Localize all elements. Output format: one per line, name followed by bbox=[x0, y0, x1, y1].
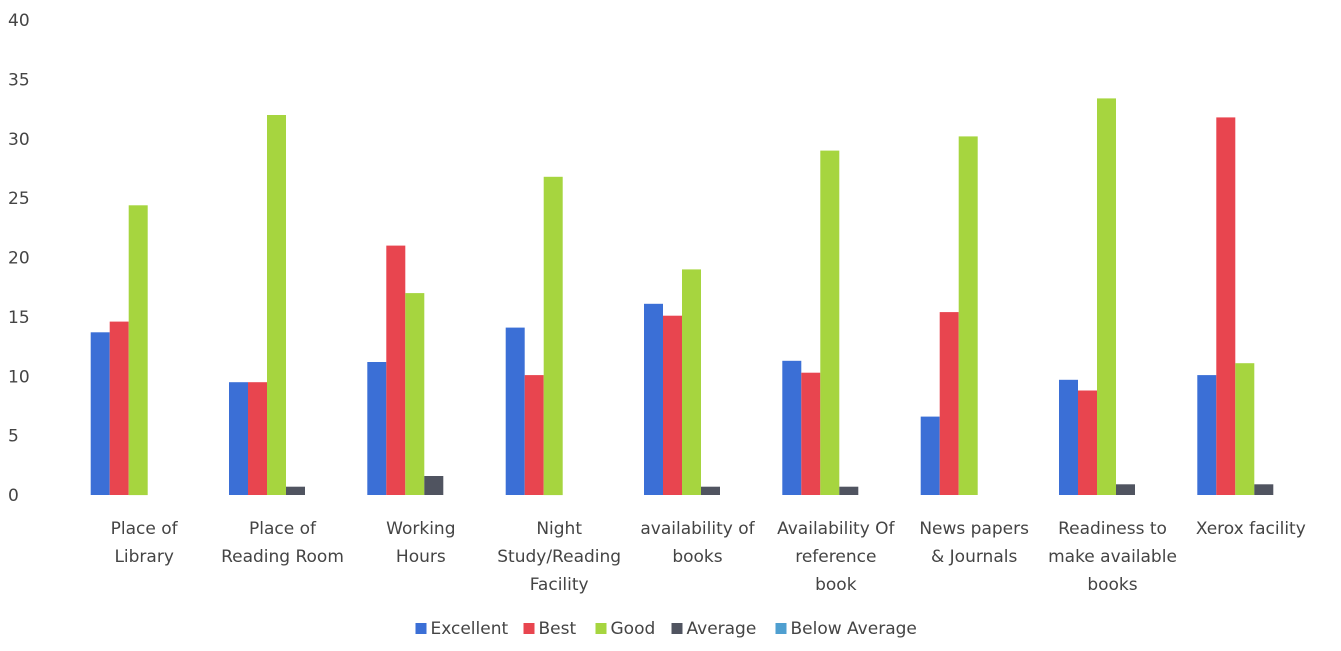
legend-item-below-average: Below Average bbox=[775, 619, 917, 639]
legend-item-best: Best bbox=[523, 619, 577, 639]
bar-good bbox=[1097, 98, 1116, 496]
bar-good bbox=[267, 115, 286, 495]
bar-average bbox=[839, 486, 859, 495]
bar-best bbox=[386, 245, 406, 495]
bar-good bbox=[682, 269, 701, 495]
bar-good bbox=[405, 293, 425, 495]
x-tick-label: Working Hours bbox=[386, 519, 455, 567]
bar-good bbox=[958, 136, 978, 495]
bar-good bbox=[128, 205, 148, 496]
legend-swatch bbox=[671, 623, 683, 634]
legend-label: Average bbox=[687, 619, 757, 639]
x-tick-label-line: Readiness to bbox=[1058, 519, 1167, 539]
bar-average bbox=[701, 486, 720, 495]
x-tick-label-line: News papers bbox=[919, 519, 1029, 539]
x-tick-label-line: books bbox=[672, 547, 722, 567]
legend-item-excellent: Excellent bbox=[415, 619, 509, 639]
x-tick-label-line: Night bbox=[536, 519, 582, 539]
x-tick-label-line: Study/Reading bbox=[497, 547, 621, 567]
legend-item-good: Good bbox=[595, 619, 656, 639]
x-tick-label-line: availability of bbox=[640, 519, 755, 539]
bar-excellent bbox=[367, 362, 387, 495]
x-tick-label-line: make available bbox=[1048, 547, 1177, 567]
legend-label: Best bbox=[539, 619, 577, 639]
y-tick-label: 40 bbox=[8, 11, 30, 31]
y-tick-label: 35 bbox=[8, 70, 30, 90]
x-axis: Place of Library Place of Reading Room Worki… bbox=[111, 519, 1306, 595]
x-tick-label: Xerox facility bbox=[1196, 519, 1306, 539]
x-tick-label-line: Hours bbox=[396, 547, 446, 567]
x-tick-label-line: Place of bbox=[249, 519, 317, 539]
x-tick-label-line: book bbox=[815, 575, 857, 595]
bar-best bbox=[109, 321, 129, 495]
legend-swatch bbox=[415, 623, 427, 634]
bars bbox=[90, 98, 1274, 496]
bar-excellent bbox=[1197, 375, 1217, 495]
bar-excellent bbox=[505, 327, 525, 495]
legend-swatch bbox=[595, 623, 607, 634]
x-tick-label-line: reference bbox=[795, 547, 876, 567]
bar-best bbox=[1078, 390, 1097, 495]
x-tick-label: Place of Reading Room bbox=[221, 519, 344, 567]
y-tick-label: 5 bbox=[8, 427, 19, 447]
bar-average bbox=[424, 476, 444, 495]
x-tick-label-line: Availability Of bbox=[777, 519, 895, 539]
x-tick-label: Night Study/Reading Facility bbox=[497, 519, 621, 595]
bar-average bbox=[1116, 484, 1135, 495]
y-tick-label: 0 bbox=[8, 486, 19, 506]
x-tick-label-line: Place of bbox=[111, 519, 179, 539]
legend: Excellent Best Good Average Below Average bbox=[415, 619, 917, 639]
bar-excellent bbox=[229, 382, 248, 495]
bar-best bbox=[801, 372, 821, 495]
y-tick-label: 15 bbox=[8, 308, 30, 328]
bar-best bbox=[524, 375, 544, 495]
y-tick-label: 25 bbox=[8, 189, 30, 209]
x-tick-label-line: books bbox=[1087, 575, 1137, 595]
bar-best bbox=[939, 312, 959, 495]
bar-best bbox=[663, 315, 682, 495]
bar-best bbox=[1216, 117, 1236, 496]
x-tick-label: Availability Of reference book bbox=[777, 519, 895, 595]
bar-good bbox=[820, 150, 840, 495]
legend-label: Excellent bbox=[431, 619, 509, 639]
bar-good bbox=[1235, 363, 1255, 495]
y-tick-label: 30 bbox=[8, 130, 30, 150]
x-tick-label: availability of books bbox=[640, 519, 755, 567]
bar-best bbox=[248, 382, 267, 495]
legend-swatch bbox=[523, 623, 535, 634]
bar-excellent bbox=[782, 360, 802, 495]
x-tick-label-line: Xerox facility bbox=[1196, 519, 1306, 539]
bar-average bbox=[1254, 484, 1274, 495]
legend-item-average: Average bbox=[671, 619, 757, 639]
bar-excellent bbox=[920, 416, 940, 495]
bar-average bbox=[286, 486, 305, 495]
x-tick-label-line: & Journals bbox=[931, 547, 1017, 567]
x-tick-label-line: Facility bbox=[530, 575, 589, 595]
bar-excellent bbox=[644, 303, 663, 495]
bar-excellent bbox=[1059, 379, 1078, 495]
x-tick-label: News papers & Journals bbox=[919, 519, 1029, 567]
x-tick-label: Readiness to make available books bbox=[1048, 519, 1177, 595]
y-tick-label: 10 bbox=[8, 367, 30, 387]
bar-excellent bbox=[90, 332, 110, 495]
bar-good bbox=[543, 176, 563, 496]
legend-label: Good bbox=[611, 619, 656, 639]
x-tick-label-line: Working bbox=[386, 519, 455, 539]
x-tick-label-line: Library bbox=[114, 547, 173, 567]
x-tick-label-line: Reading Room bbox=[221, 547, 344, 567]
y-tick-label: 20 bbox=[8, 249, 30, 269]
legend-label: Below Average bbox=[791, 619, 917, 639]
legend-swatch bbox=[775, 623, 787, 634]
y-axis: 0 5 10 15 20 25 30 35 40 bbox=[8, 11, 30, 506]
x-tick-label: Place of Library bbox=[111, 519, 179, 567]
